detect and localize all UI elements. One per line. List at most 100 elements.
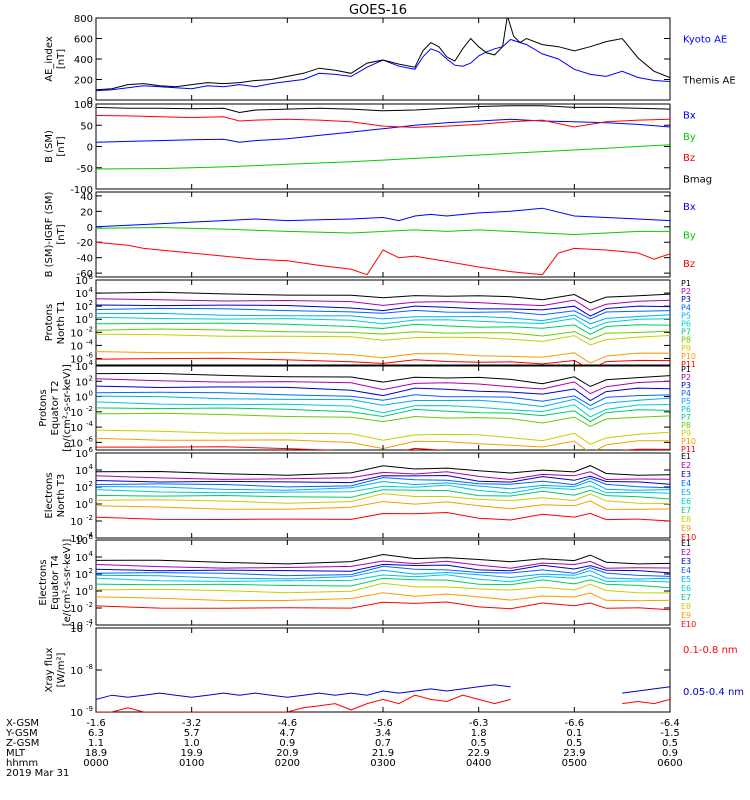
panel-1: 0 200 400 600 800 AE_index [nT] Kyoto AE Themis … bbox=[44, 14, 736, 107]
y-axis-label: Xray flux bbox=[44, 648, 55, 693]
y-tick-label: 200 bbox=[74, 76, 93, 87]
footer-value: 1.0 bbox=[184, 738, 200, 749]
channel-line-p8 bbox=[96, 412, 670, 427]
channel-label: E5 bbox=[681, 488, 691, 497]
footer-value: 1.1 bbox=[88, 738, 104, 749]
channel-line-e2 bbox=[96, 471, 670, 481]
y-tick-exponent: -4 bbox=[86, 618, 94, 626]
legend-label: Themis AE bbox=[682, 76, 736, 87]
footer-row-label: X-GSM bbox=[6, 718, 39, 729]
channel-label: E7 bbox=[681, 593, 691, 602]
channel-label: P4 bbox=[681, 303, 691, 312]
channel-line-e2 bbox=[96, 560, 670, 569]
footer-row-label: Z-GSM bbox=[6, 738, 39, 749]
channel-label: E1 bbox=[681, 539, 691, 548]
y-tick-label: 0 bbox=[87, 143, 93, 154]
channel-label: E9 bbox=[681, 611, 691, 620]
footer-value: 4.7 bbox=[279, 728, 295, 739]
y-tick-label: -50 bbox=[77, 164, 93, 175]
footer-value: 0500 bbox=[562, 758, 587, 769]
channel-line-e5 bbox=[96, 569, 670, 580]
y-tick-exponent: 2 bbox=[89, 480, 93, 488]
y-tick-label: -100 bbox=[70, 185, 93, 196]
y-tick-label: 10 bbox=[70, 517, 83, 528]
channel-line-p1 bbox=[96, 372, 670, 388]
channel-label: P10 bbox=[681, 437, 696, 446]
channel-line-p9 bbox=[96, 333, 670, 346]
footer-value: 0.9 bbox=[279, 738, 295, 749]
footer-value: 3.4 bbox=[375, 728, 391, 739]
y-tick-exponent: 4 bbox=[89, 286, 94, 294]
series-line-by bbox=[96, 226, 670, 236]
y-tick-exponent: 0 bbox=[89, 497, 93, 505]
y-tick-label: -20 bbox=[77, 238, 93, 249]
channel-line-p2 bbox=[96, 378, 670, 395]
channel-label: E5 bbox=[681, 575, 691, 584]
footer-row-label: Y-GSM bbox=[5, 728, 38, 739]
y-tick-label: -60 bbox=[77, 269, 93, 280]
footer-value: 0100 bbox=[179, 758, 204, 769]
footer-value: -4.6 bbox=[278, 718, 298, 729]
legend-label: By bbox=[683, 231, 696, 242]
y-tick-label: 10 bbox=[75, 315, 88, 326]
footer-value: 6.3 bbox=[88, 728, 104, 739]
y-tick-label: 10 bbox=[70, 423, 83, 434]
y-axis-label: Protons bbox=[38, 389, 49, 426]
channel-label: P2 bbox=[681, 373, 691, 382]
y-tick-label: 10 bbox=[70, 621, 83, 632]
footer-value: 0000 bbox=[83, 758, 108, 769]
channel-label: P11 bbox=[681, 445, 696, 454]
footer-value: 18.9 bbox=[85, 748, 107, 759]
y-tick-label: 0 bbox=[87, 223, 93, 234]
y-tick-label: 10 bbox=[70, 534, 83, 545]
channel-line-p11 bbox=[96, 357, 670, 365]
channel-label: P5 bbox=[681, 311, 691, 320]
y-axis-label: North T3 bbox=[56, 474, 67, 518]
footer-value: 0.9 bbox=[662, 748, 678, 759]
y-tick-label: 10 bbox=[70, 341, 83, 352]
footer-value: 5.7 bbox=[184, 728, 200, 739]
y-tick-label: 600 bbox=[74, 35, 93, 46]
y-axis-label: Electrons bbox=[38, 559, 49, 605]
footer-value: 0300 bbox=[370, 758, 395, 769]
channel-line-e7 bbox=[96, 489, 670, 500]
y-tick-exponent: -9 bbox=[86, 705, 93, 713]
y-tick-exponent: -2 bbox=[86, 325, 93, 333]
series-line-by bbox=[96, 144, 670, 170]
y-tick-exponent: 6 bbox=[89, 446, 94, 454]
y-tick-label: 20 bbox=[80, 207, 93, 218]
y-tick-label: -40 bbox=[77, 254, 93, 265]
channel-label: E4 bbox=[681, 566, 691, 575]
y-tick-label: 100 bbox=[74, 100, 93, 111]
y-axis-label: [nT] bbox=[56, 136, 67, 156]
channel-line-p6 bbox=[96, 316, 670, 330]
footer-row-label: MLT bbox=[6, 748, 26, 759]
y-tick-label: 10 bbox=[75, 289, 88, 300]
series-line-bmag bbox=[96, 105, 670, 114]
channel-line-p3 bbox=[96, 385, 670, 402]
y-tick-label: 10 bbox=[75, 483, 88, 494]
channel-label: P7 bbox=[681, 413, 691, 422]
series-line-bx bbox=[96, 118, 670, 143]
footer-value: 0400 bbox=[466, 758, 491, 769]
y-tick-label: 10 bbox=[75, 377, 88, 388]
legend-label: Bx bbox=[683, 111, 696, 122]
channel-line-e8 bbox=[96, 582, 670, 594]
channel-line-p4 bbox=[96, 307, 670, 320]
channel-label: P6 bbox=[681, 405, 691, 414]
footer-value: 0.1 bbox=[566, 728, 582, 739]
channel-line-p1 bbox=[96, 291, 670, 304]
y-tick-label: 10 bbox=[70, 354, 83, 365]
channel-label: P7 bbox=[681, 328, 691, 337]
legend-label: Bz bbox=[683, 259, 695, 270]
footer-value: 1.8 bbox=[471, 728, 487, 739]
footer-value: 23.9 bbox=[563, 748, 585, 759]
channel-line-e10 bbox=[96, 601, 670, 611]
y-tick-exponent: -6 bbox=[86, 435, 94, 443]
channel-label: E2 bbox=[681, 461, 691, 470]
y-tick-exponent: -2 bbox=[86, 514, 93, 522]
